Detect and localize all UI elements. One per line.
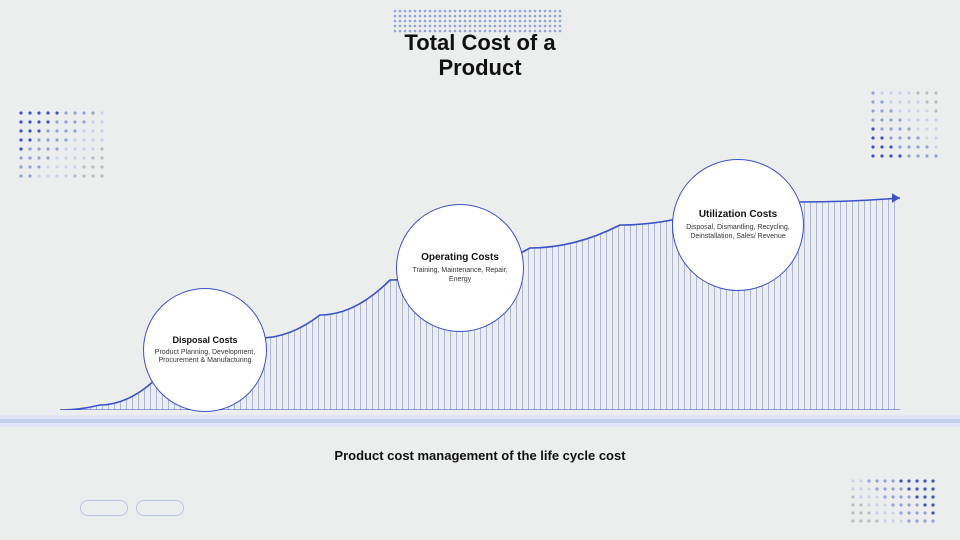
cost-node-operating: Operating Costs Training, Maintenance, Re…	[396, 204, 524, 332]
title-line-2: Product	[0, 55, 960, 80]
title-line-1: Total Cost of a	[0, 30, 960, 55]
right-dot-decoration	[870, 90, 948, 168]
page-title: Total Cost of a Product	[0, 30, 960, 81]
pill-shape	[80, 500, 128, 516]
cost-node-desc: Training, Maintenance, Repair, Energy	[403, 267, 517, 283]
bottom-right-dot-decoration	[850, 478, 944, 532]
slide: Total Cost of a Product Disposal Costs Pr…	[0, 0, 960, 540]
cost-node-title: Operating Costs	[421, 252, 499, 263]
left-dot-decoration	[18, 110, 114, 188]
cost-node-title: Utilization Costs	[699, 209, 777, 220]
cost-node-title: Disposal Costs	[172, 335, 237, 345]
pill-shape	[136, 500, 184, 516]
cost-node-utilization: Utilization Costs Disposal, Dismantling, …	[672, 159, 804, 291]
cost-node-desc: Disposal, Dismantling, Recycling, Deinst…	[679, 224, 797, 240]
pill-decoration	[80, 500, 184, 516]
subtitle: Product cost management of the life cycl…	[0, 448, 960, 463]
cost-node-desc: Product Planning, Development, Procureme…	[150, 349, 260, 365]
cost-node-disposal: Disposal Costs Product Planning, Developm…	[143, 288, 267, 412]
horizontal-band	[0, 415, 960, 427]
